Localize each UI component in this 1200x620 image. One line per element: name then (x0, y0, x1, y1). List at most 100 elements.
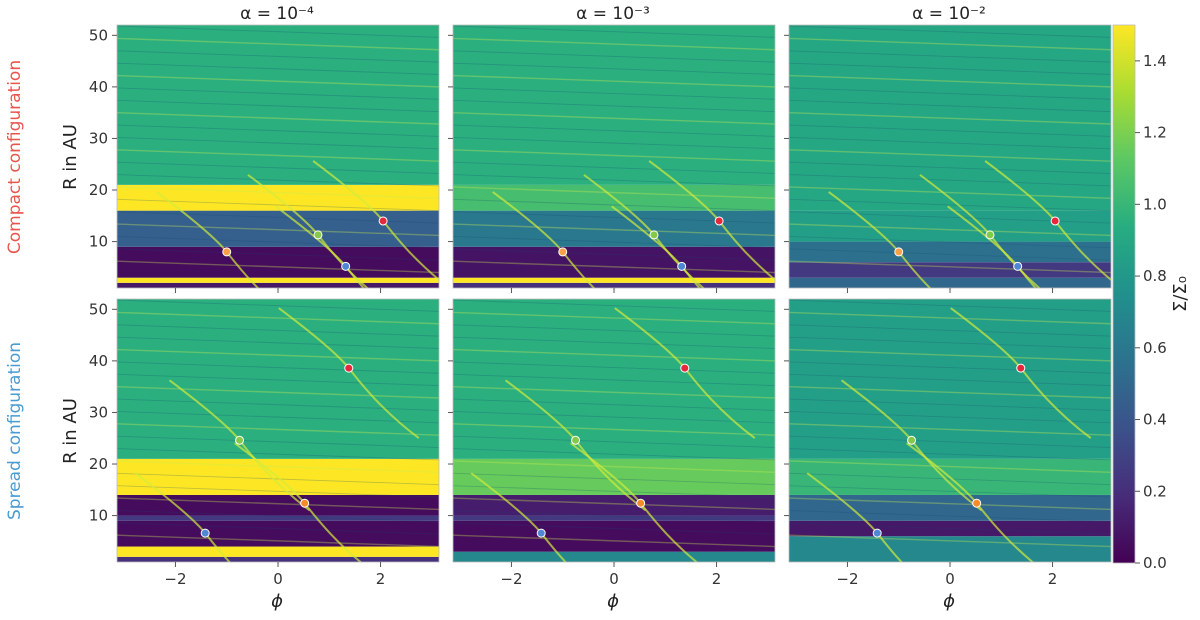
density-streak (117, 124, 439, 137)
density-streak (789, 248, 1111, 261)
density-band (117, 282, 439, 288)
density-streak (453, 260, 775, 274)
density-streak (789, 435, 1111, 448)
panel-compact-3 (784, 24, 1112, 293)
planet-marker (872, 528, 882, 538)
panel-compact-2 (448, 24, 776, 293)
planet-marker (985, 230, 995, 240)
density-streak (789, 385, 1111, 399)
density-band (117, 556, 439, 562)
y-tick-label: 40 (89, 352, 108, 370)
density-streak (453, 149, 775, 162)
density-streak (789, 348, 1111, 362)
density-streak (117, 136, 439, 150)
density-streak (453, 324, 775, 337)
density-streak (789, 534, 1111, 548)
panel-heatmap (453, 299, 775, 562)
density-streak (117, 87, 439, 100)
colorbar-tick-label: 1.2 (1143, 124, 1167, 142)
density-streak (117, 186, 439, 199)
y-tick-label: 20 (89, 455, 108, 473)
density-band (117, 299, 439, 459)
density-band (789, 494, 1111, 521)
x-tick-label: 2 (712, 570, 722, 588)
colorbar-tick-label: 1.4 (1143, 52, 1167, 70)
planet-marker (636, 498, 646, 508)
density-streak (453, 50, 775, 63)
density-streak (453, 361, 775, 374)
y-tick-label: 50 (89, 26, 108, 44)
density-streak (453, 62, 775, 75)
density-streak (117, 410, 439, 424)
density-streak (453, 509, 775, 523)
panels-group: 10 20 30 40 50 10 20 30 40 50 −2 0 2 −2 0 2 −2 0 2 (89, 24, 1112, 588)
density-streak (453, 348, 775, 362)
planet-marker (677, 261, 687, 271)
planet-marker (300, 498, 310, 508)
density-streak (453, 435, 775, 448)
density-streak (453, 311, 775, 325)
density-band (789, 210, 1111, 242)
x-axis-label-2: ϕ (607, 591, 619, 612)
density-band (117, 25, 439, 185)
density-band (789, 241, 1111, 263)
panel-spread-3: −2 0 2 (784, 298, 1112, 588)
panel-spread-2: −2 0 2 (448, 298, 776, 588)
density-streak (789, 410, 1111, 424)
density-band (453, 494, 775, 516)
x-tick-label: 2 (376, 570, 386, 588)
density-streak (453, 373, 775, 387)
density-streak (453, 136, 775, 150)
density-streak (453, 485, 775, 498)
density-streak (453, 198, 775, 212)
density-band (789, 277, 1111, 288)
planet-marker (714, 216, 724, 226)
planet-marker (680, 363, 690, 373)
x-tick-label: 0 (609, 570, 619, 588)
density-streak (453, 124, 775, 137)
density-streak (453, 460, 775, 473)
density-band (117, 494, 439, 516)
density-streak (117, 25, 439, 38)
density-band (789, 536, 1111, 562)
density-streak (117, 534, 439, 548)
density-streak (789, 311, 1111, 325)
density-band (117, 246, 439, 278)
density-streak (117, 324, 439, 337)
x-axis-label-1: ϕ (271, 591, 283, 612)
colorbar-tick-label: 0.2 (1143, 482, 1167, 500)
density-streak (117, 373, 439, 387)
colorbar-gradient (1112, 24, 1136, 564)
density-streak (789, 62, 1111, 75)
colorbar-tick-label: 0.8 (1143, 267, 1167, 285)
planet-marker (1013, 261, 1023, 271)
panel-heatmap (453, 25, 775, 288)
density-band (453, 246, 775, 278)
density-streak (789, 509, 1111, 523)
y-tick-label: 10 (89, 233, 108, 251)
density-streak (453, 534, 775, 548)
density-streak (117, 50, 439, 63)
density-band (117, 515, 439, 521)
density-band (453, 515, 775, 521)
planet-marker (1016, 363, 1026, 373)
y-tick-label: 50 (89, 300, 108, 318)
density-band (453, 277, 775, 283)
row-label-spread: Spread configuration (5, 342, 25, 520)
density-streak (453, 25, 775, 38)
density-streak (789, 50, 1111, 63)
density-streak (117, 149, 439, 162)
y-tick-label: 40 (89, 78, 108, 96)
y-axis-label-top: R in AU (60, 124, 81, 190)
y-axis-label-bottom: R in AU (60, 398, 81, 464)
density-streak (453, 223, 775, 237)
density-streak (117, 161, 439, 174)
density-band (453, 520, 775, 552)
panel-heatmap (117, 299, 439, 562)
density-streak (117, 348, 439, 362)
x-tick-label: −2 (164, 570, 186, 588)
density-streak (789, 136, 1111, 150)
density-streak (453, 174, 775, 187)
density-streak (453, 299, 775, 312)
